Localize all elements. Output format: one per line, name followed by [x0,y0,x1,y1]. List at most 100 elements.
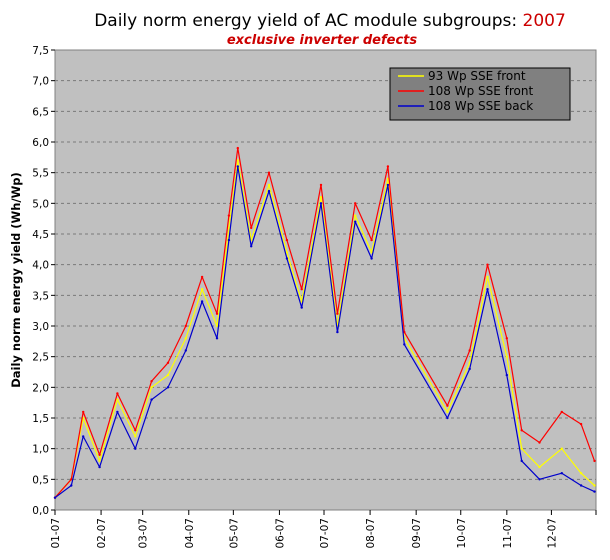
data-point [98,465,101,469]
data-point [98,459,101,463]
data-point [215,312,219,315]
data-point [593,484,596,487]
data-point [560,410,563,414]
data-point [336,330,339,334]
x-axis: 01-07 02-07 03-07 04-07 05-07 06-07 07-07 08-07… [50,510,597,549]
data-point [505,373,508,377]
data-point [267,183,271,187]
data-point [134,429,137,432]
data-point [116,410,119,414]
y-tick-label: 3,5 [32,290,49,302]
y-tick-label: 5,5 [32,168,49,180]
data-point [386,165,390,168]
legend-label: 108 Wp SSE front [428,84,533,98]
data-point [354,214,357,217]
data-point [200,288,204,291]
data-point [560,472,563,475]
data-point [486,288,489,291]
data-point [134,435,137,438]
data-point [560,447,563,450]
data-point [468,361,471,364]
x-tick-label: 12-07 [546,518,558,549]
x-tick-label: 07-07 [319,518,331,549]
y-tick-label: 4,0 [32,260,49,272]
x-tick-label: 11-07 [502,518,514,549]
data-point [166,386,170,389]
data-point [300,288,303,291]
y-tick-label: 7,5 [32,45,49,57]
data-point [486,275,489,279]
y-tick-label: 1,0 [32,444,49,456]
data-point [354,220,357,223]
x-tick-label: 04-07 [184,518,196,549]
x-tick-label: 01-07 [50,518,62,549]
data-point [116,392,119,395]
y-tick-label: 0,5 [32,474,49,486]
data-point [227,214,231,217]
legend-label: 108 Wp SSE back [428,99,533,113]
data-point [150,398,153,401]
data-point [446,404,449,407]
y-tick-label: 6,0 [32,137,49,149]
series-line [54,165,595,499]
data-point [166,361,170,364]
data-point [579,472,583,475]
data-point [505,337,508,340]
data-point [250,245,253,248]
chart-title-year: 2007 [523,11,566,31]
data-point [579,484,583,487]
data-point [215,337,219,340]
data-point [227,238,231,242]
data-point [184,337,187,340]
data-point [184,349,187,352]
data-point [354,202,357,205]
data-point [53,496,57,499]
data-point [285,257,289,260]
y-tick-label: 3,0 [32,321,49,333]
x-tick-label: 02-07 [96,518,108,549]
data-point [166,373,170,377]
data-point [468,349,471,352]
data-point [370,251,373,254]
data-point [446,416,449,420]
data-point [200,275,204,279]
data-point [116,398,119,401]
series-line [54,159,595,499]
y-tick-label: 7,0 [32,76,49,88]
x-tick-label: 05-07 [228,518,240,549]
data-point [236,159,239,162]
data-point [319,183,323,187]
data-point [593,459,596,463]
data-point [285,238,289,242]
data-point [215,324,219,328]
x-tick-label: 09-07 [411,518,423,549]
data-point [200,300,204,303]
data-point [267,189,271,193]
data-point [593,490,596,493]
data-point [82,435,85,438]
data-point [236,165,239,168]
data-point [386,183,390,187]
data-point [486,263,489,266]
plot-area [54,49,597,511]
chart-title-main: Daily norm energy yield of AC module sub… [94,11,522,31]
x-tick-label: 06-07 [274,518,286,549]
legend-label: 93 Wp SSE front [428,69,526,83]
data-point [579,422,583,426]
data-point [319,202,323,205]
y-axis: 0,0 0,5 1,0 1,5 2,0 2,5 3,0 3,5 4,0 4,5 5,0 5,5 6,0 6… [32,45,55,517]
data-point [370,257,373,260]
data-point [134,447,137,450]
data-point [538,465,541,469]
y-tick-label: 6,5 [32,106,49,118]
data-point [300,306,303,309]
data-point [250,226,253,230]
chart-subtitle: exclusive inverter defects [227,33,418,48]
data-point [446,410,449,414]
x-tick-label: 03-07 [138,518,150,549]
y-tick-label: 1,5 [32,413,49,425]
data-point [285,251,289,254]
y-tick-label: 0,0 [32,505,49,517]
